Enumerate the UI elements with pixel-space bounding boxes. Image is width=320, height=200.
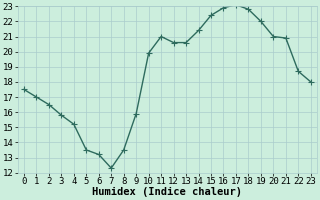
X-axis label: Humidex (Indice chaleur): Humidex (Indice chaleur)	[92, 187, 242, 197]
